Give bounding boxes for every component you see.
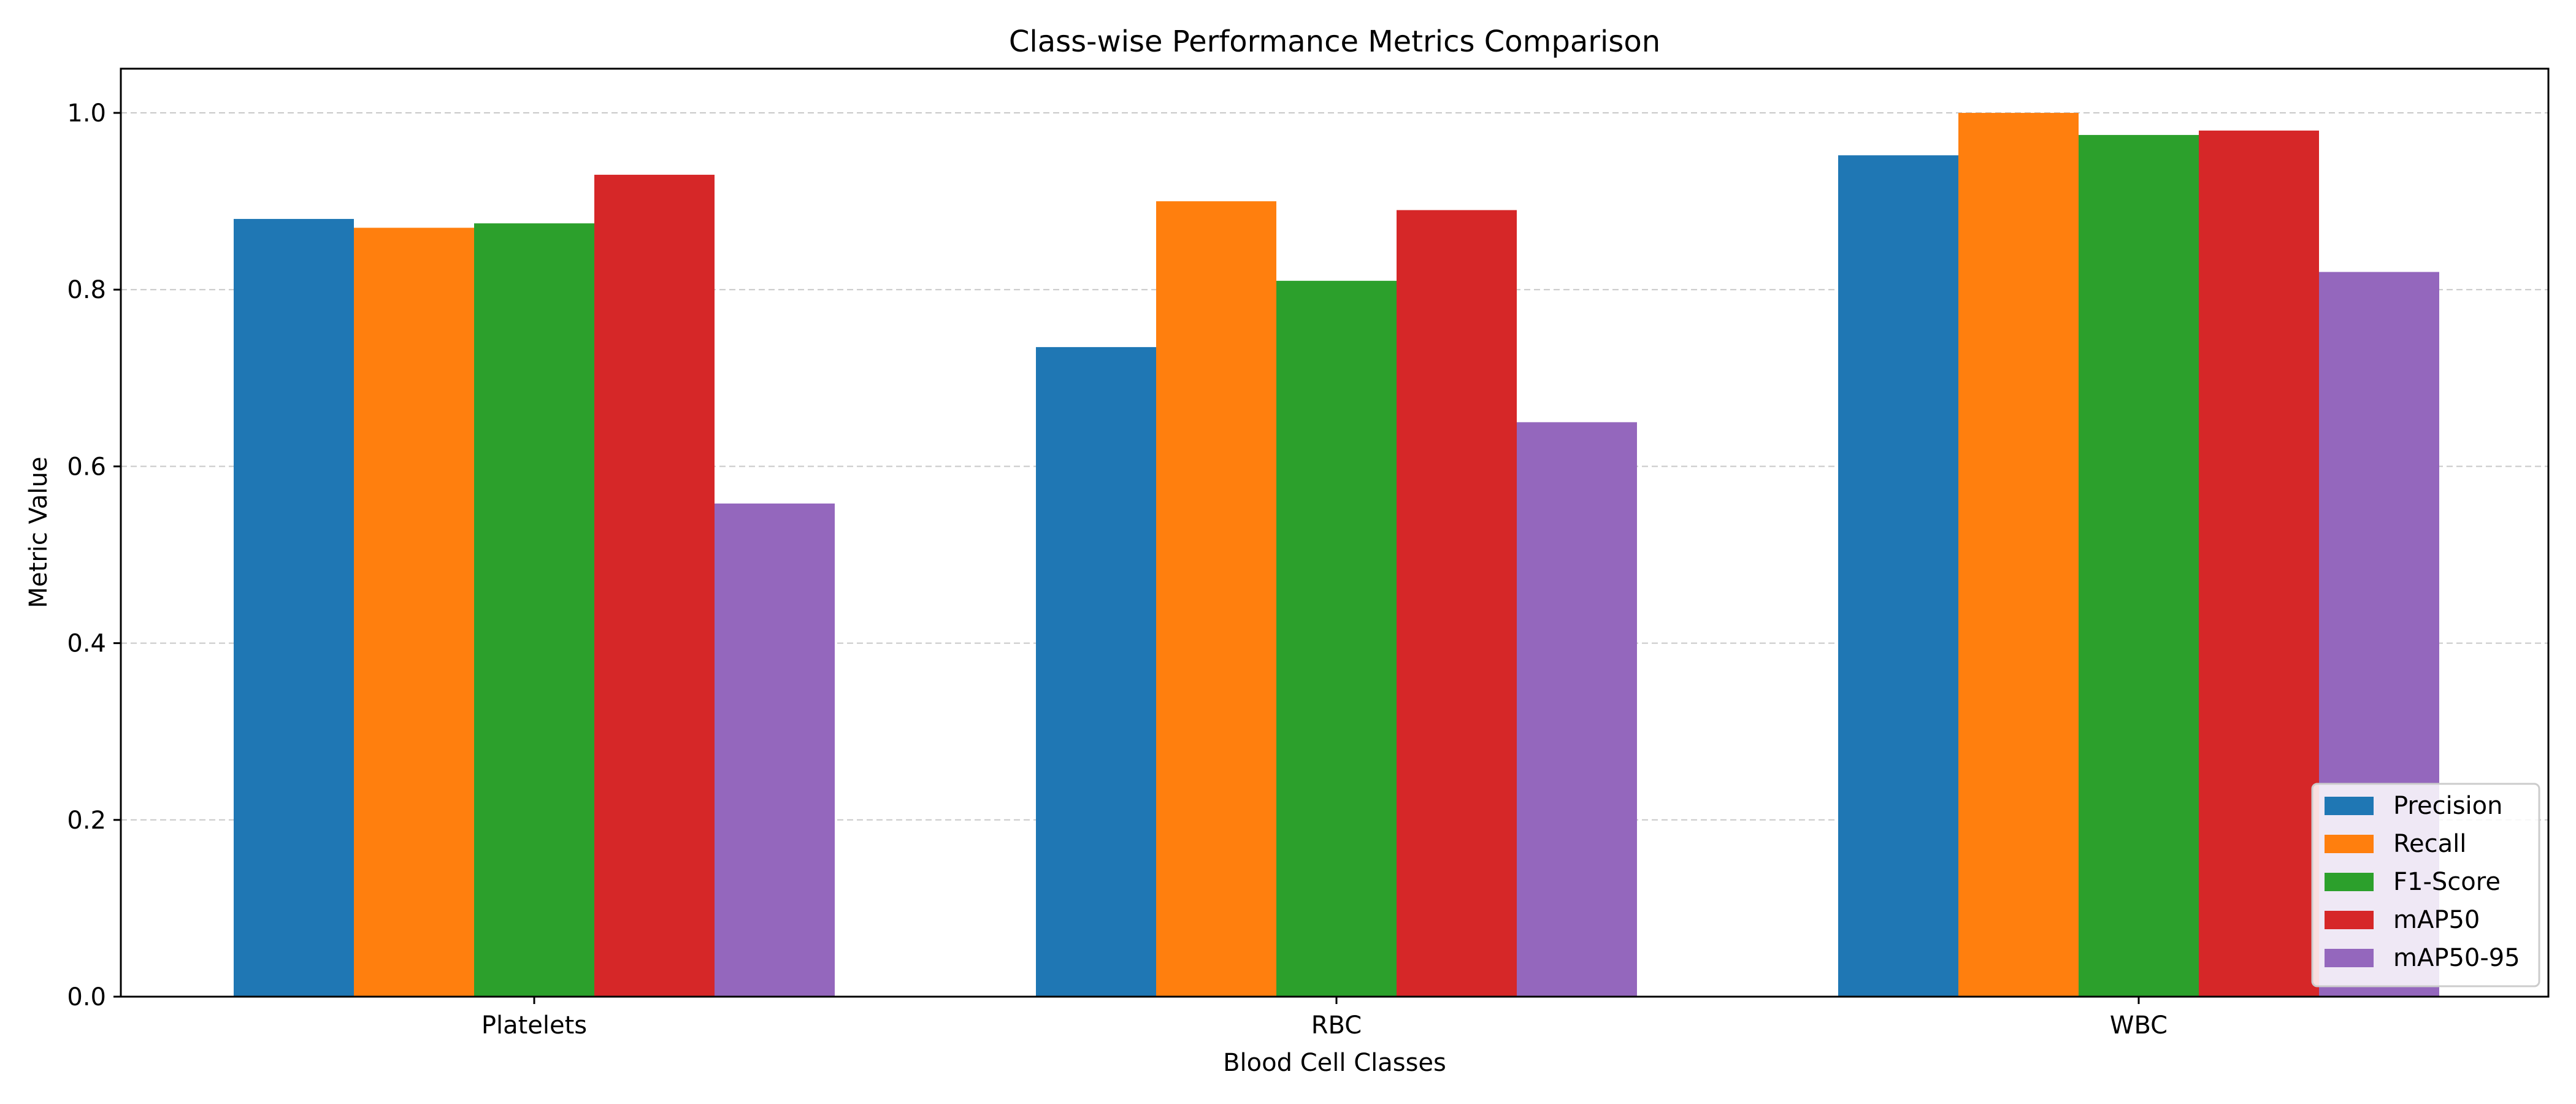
y-axis-label: Metric Value: [25, 457, 53, 608]
legend-frame: [2311, 783, 2540, 987]
bar-precision-rbc: [1036, 347, 1156, 997]
bar-recall-platelets: [354, 228, 474, 997]
x-tick-label: RBC: [1311, 1011, 1362, 1040]
bar-f1-score-wbc: [2079, 135, 2199, 997]
legend: Precision Recall F1-Score mAP50 mAP50-95: [2311, 783, 2540, 987]
legend-swatch: [2325, 911, 2374, 929]
bar-precision-platelets: [234, 218, 354, 997]
y-tick-label: 1.0: [67, 99, 106, 128]
legend-label: Recall: [2393, 830, 2466, 858]
chart-title: Class-wise Performance Metrics Compariso…: [1009, 25, 1660, 59]
bar-precision-wbc: [1838, 155, 1958, 997]
legend-swatch: [2325, 873, 2374, 891]
legend-label: Precision: [2393, 792, 2502, 820]
y-tick-label: 0.0: [67, 983, 106, 1011]
bars-group: [234, 113, 2439, 997]
bar-map50-wbc: [2199, 130, 2319, 997]
x-axis-label: Blood Cell Classes: [1223, 1049, 1446, 1077]
bar-map50-platelets: [594, 174, 715, 997]
y-tick-label: 0.6: [67, 453, 106, 481]
bar-f1-score-rbc: [1276, 280, 1397, 997]
legend-swatch: [2325, 835, 2374, 853]
x-tick-label: WBC: [2110, 1011, 2168, 1040]
bar-recall-rbc: [1156, 201, 1276, 997]
legend-swatch: [2325, 949, 2374, 967]
legend-label: mAP50-95: [2393, 944, 2520, 972]
y-axis-ticks: 0.0 0.2 0.4 0.6 0.8 1.0: [67, 99, 121, 1011]
bar-map50-95-platelets: [715, 503, 835, 997]
plot-frame: [120, 67, 2550, 998]
legend-swatch: [2325, 797, 2374, 815]
legend-label: F1-Score: [2393, 868, 2501, 896]
legend-label: mAP50: [2393, 906, 2480, 934]
x-tick-label: Platelets: [481, 1011, 587, 1040]
y-tick-label: 0.2: [67, 807, 106, 835]
bar-recall-wbc: [1958, 113, 2079, 997]
y-tick-label: 0.8: [67, 276, 106, 304]
y-tick-label: 0.4: [67, 630, 106, 658]
x-axis-ticks: Platelets RBC WBC: [481, 997, 2168, 1040]
bar-map50-95-rbc: [1517, 422, 1637, 997]
bar-map50-rbc: [1397, 210, 1517, 997]
bar-f1-score-platelets: [474, 223, 594, 997]
